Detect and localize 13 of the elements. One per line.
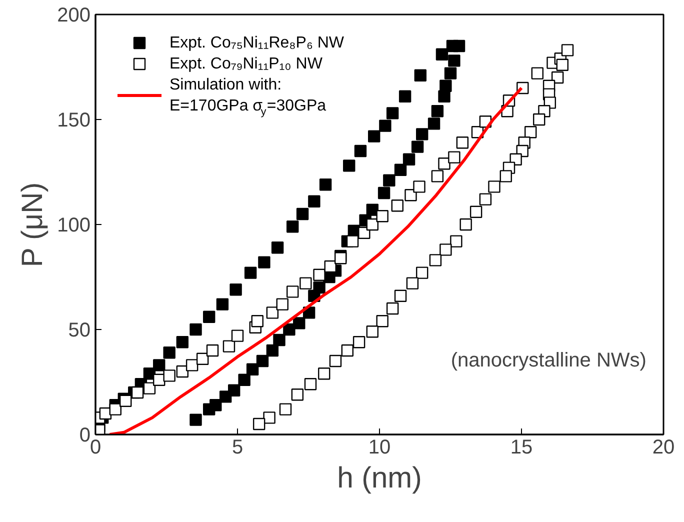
legend-label: Expt. Co₇₅Ni₁₁Re₈P₆ NW xyxy=(170,34,345,52)
annotation: (nanocrystalline NWs) xyxy=(450,350,646,372)
legend-label: Expt. Co₇₉Ni₁₁P₁₀ NW xyxy=(170,56,324,72)
x-tick-label: 20 xyxy=(652,436,675,458)
x-tick-label: 15 xyxy=(510,436,533,458)
x-axis-title: h (nm) xyxy=(337,462,422,494)
x-tick-label: 10 xyxy=(368,436,391,458)
y-tick-label: 50 xyxy=(68,320,91,342)
y-tick-label: 100 xyxy=(57,214,91,236)
y-axis-title: P (μN) xyxy=(16,182,50,268)
x-tick-label: 5 xyxy=(232,436,244,458)
y-tick-label: 200 xyxy=(57,4,91,26)
y-tick-label: 150 xyxy=(57,110,91,132)
